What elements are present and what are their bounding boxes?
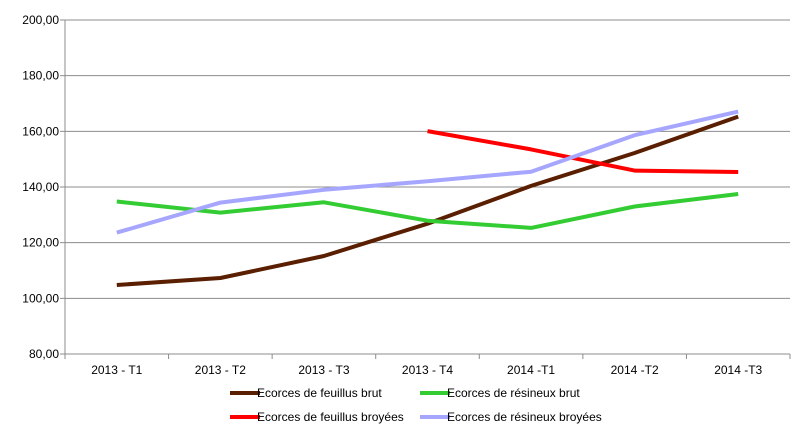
y-tick-label: 200,00 (22, 13, 59, 27)
axes (64, 20, 790, 355)
y-tick-label: 80,00 (29, 347, 59, 361)
legend-label: Ecorces de feuillus brut (257, 386, 382, 400)
y-axis-ticks: 80,00 100,00 120,00 140,00 160,00 180,00 200,0… (22, 13, 65, 361)
x-axis-ticks: 2013 - T1 2013 - T2 2013 - T3 2013 - T4 2014… (64, 354, 791, 377)
x-tick-label: 2013 - T4 (402, 363, 453, 377)
legend: Ecorces de feuillus brut Ecorces de résin… (230, 386, 602, 424)
legend-label: Ecorces de résineux brut (447, 386, 580, 400)
y-tick-label: 140,00 (22, 180, 59, 194)
x-tick-label: 2014 -T1 (507, 363, 555, 377)
x-tick-label: 2013 - T3 (298, 363, 349, 377)
series-lines (116, 109, 739, 287)
x-tick-label: 2013 - T1 (91, 363, 142, 377)
gridlines (65, 19, 790, 299)
series-line-4 (116, 109, 739, 235)
series-line-3 (427, 129, 739, 174)
legend-label: Ecorces de résineux broyées (447, 410, 602, 424)
x-tick-label: 2014 -T2 (611, 363, 659, 377)
series-line-1 (116, 114, 739, 287)
y-tick-label: 100,00 (22, 291, 59, 305)
y-tick-label: 160,00 (22, 124, 59, 138)
legend-label: Ecorces de feuillus broyées (257, 410, 404, 424)
x-tick-label: 2014 -T3 (714, 363, 762, 377)
x-tick-label: 2013 - T2 (195, 363, 246, 377)
series-line-2 (116, 192, 739, 230)
y-tick-label: 180,00 (22, 69, 59, 83)
y-tick-label: 120,00 (22, 236, 59, 250)
